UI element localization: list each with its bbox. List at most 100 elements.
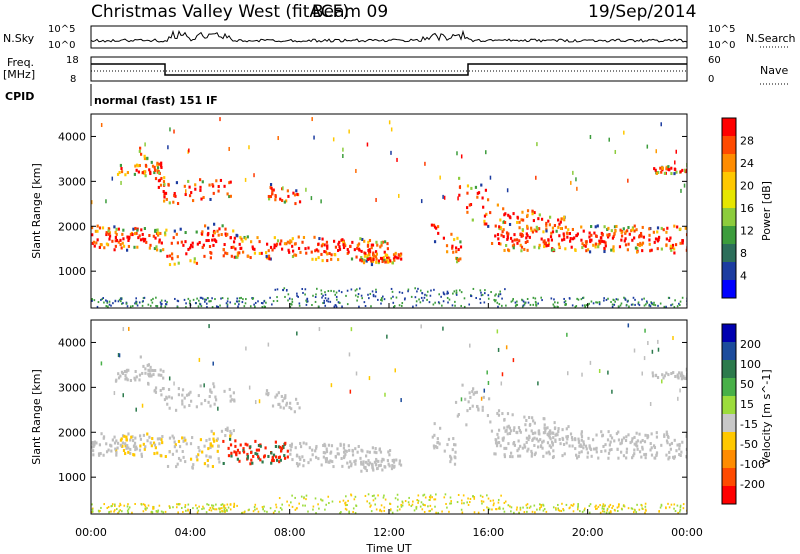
scatter-cell	[487, 294, 490, 297]
scatter-cell	[504, 212, 507, 216]
scatter-cell	[580, 225, 583, 229]
scatter-cell	[525, 440, 528, 444]
scatter-cell	[392, 257, 396, 261]
scatter-cell	[367, 240, 370, 244]
scatter-cell	[276, 296, 278, 299]
scatter-cell	[208, 455, 211, 459]
scatter-cell	[107, 229, 110, 233]
scatter-cell	[581, 372, 583, 377]
scatter-cell	[272, 459, 275, 463]
scatter-cell	[155, 245, 158, 249]
scatter-cell	[666, 433, 669, 437]
scatter-cell	[248, 508, 250, 511]
scatter-cell	[611, 236, 615, 240]
scatter-cell	[242, 447, 245, 451]
scatter-cell	[545, 223, 548, 227]
scatter-cell	[192, 507, 194, 510]
scatter-cell	[321, 259, 324, 263]
scatter-cell	[208, 324, 210, 329]
scatter-cell	[296, 401, 299, 405]
scatter-cell	[205, 454, 208, 458]
scatter-cell	[468, 501, 471, 504]
scatter-cell	[550, 297, 553, 300]
scatter-cell	[202, 195, 205, 199]
scatter-cell	[118, 353, 121, 358]
scatter-cell	[375, 257, 378, 261]
scatter-cell	[92, 453, 95, 457]
scatter-cell	[125, 248, 129, 252]
scatter-cell	[115, 451, 118, 455]
scatter-cell	[357, 295, 359, 298]
scatter-cell	[327, 300, 330, 303]
scatter-cell	[368, 450, 371, 454]
scatter-cell	[580, 430, 583, 434]
scatter-cell	[632, 296, 635, 299]
scatter-cell	[218, 227, 221, 231]
scatter-cell	[682, 503, 685, 506]
scatter-cell	[364, 466, 367, 470]
scatter-cell	[305, 187, 307, 192]
scatter-cell	[323, 250, 326, 254]
scatter-cell	[290, 407, 293, 411]
scatter-cell	[373, 494, 375, 497]
scatter-cell	[649, 401, 652, 406]
scatter-cell	[523, 303, 526, 306]
scatter-cell	[607, 297, 609, 300]
scatter-cell	[582, 442, 586, 446]
scatter-cell	[277, 456, 281, 460]
scatter-cell	[291, 505, 294, 508]
scatter-cell	[384, 392, 386, 397]
scatter-cell	[650, 302, 653, 305]
scatter-cell	[360, 294, 363, 297]
scatter-cell	[236, 253, 240, 257]
scatter-cell	[680, 188, 682, 193]
scatter-cell	[514, 301, 517, 304]
scatter-cell	[152, 373, 155, 377]
scatter-cell	[638, 304, 641, 307]
scatter-cell	[150, 374, 153, 378]
scatter-cell	[673, 507, 675, 510]
scatter-cell	[369, 505, 371, 508]
scatter-cell	[538, 508, 541, 511]
scatter-cell	[94, 229, 97, 233]
scatter-cell	[533, 211, 536, 215]
scatter-cell	[138, 373, 142, 377]
scatter-cell	[264, 251, 268, 255]
scatter-cell	[428, 510, 431, 513]
scatter-cell	[238, 451, 241, 455]
colorbar-tick-label: 200	[740, 338, 761, 351]
scatter-cell	[175, 449, 178, 453]
scatter-cell	[573, 437, 577, 441]
scatter-cell	[536, 445, 540, 449]
scatter-cell	[375, 197, 377, 202]
scatter-cell	[571, 438, 574, 442]
scatter-cell	[294, 508, 297, 511]
scatter-cell	[314, 257, 318, 261]
scatter-cell	[274, 455, 278, 459]
scatter-cell	[518, 220, 521, 224]
scatter-cell	[580, 438, 583, 442]
scatter-cell	[105, 231, 108, 235]
scatter-cell	[646, 436, 649, 440]
scatter-cell	[222, 505, 225, 508]
scatter-cell	[220, 297, 222, 300]
scatter-cell	[507, 232, 510, 236]
scatter-cell	[584, 244, 587, 248]
scatter-cell	[493, 502, 495, 505]
scatter-cell	[189, 390, 192, 394]
scatter-cell	[486, 198, 490, 202]
colorbar-swatch	[722, 414, 736, 433]
scatter-cell	[635, 440, 638, 444]
scatter-cell	[250, 450, 253, 454]
scatter-cell	[351, 448, 354, 452]
scatter-cell	[291, 494, 293, 497]
scatter-cell	[167, 145, 169, 150]
scatter-cell	[255, 448, 259, 452]
scatter-cell	[163, 193, 166, 197]
scatter-cell	[162, 387, 165, 391]
scatter-cell	[499, 226, 503, 230]
scatter-cell	[517, 439, 520, 443]
scatter-cell	[272, 453, 276, 457]
scatter-cell	[160, 305, 162, 308]
scatter-cell	[303, 496, 305, 499]
